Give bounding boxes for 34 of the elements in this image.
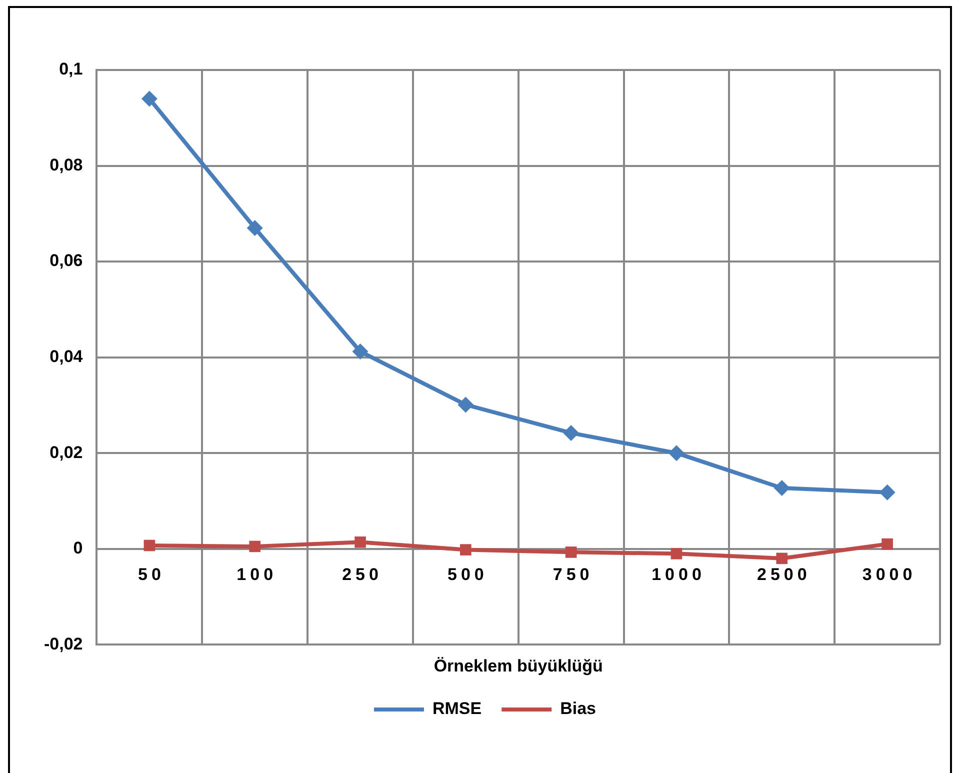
legend-label: RMSE — [432, 699, 482, 718]
point — [246, 220, 263, 236]
point — [882, 538, 893, 550]
point — [141, 90, 158, 107]
x-tick-label: 250 — [342, 565, 382, 584]
point — [670, 548, 682, 560]
y-tick-label: 0,1 — [59, 60, 83, 79]
y-tick-label: 0,04 — [50, 346, 84, 366]
x-tick-label: 3000 — [862, 565, 916, 584]
legend-label: Bias — [560, 699, 596, 718]
point — [774, 480, 790, 496]
x-tick-label: 1000 — [652, 565, 706, 584]
point — [460, 544, 472, 556]
point — [879, 484, 896, 500]
x-tick-label: 500 — [447, 565, 488, 584]
y-tick-label: 0,02 — [50, 442, 83, 462]
point — [668, 445, 684, 462]
point — [144, 540, 156, 552]
x-tick-label: 2500 — [756, 565, 811, 584]
y-tick-label: -0,02 — [44, 634, 83, 654]
y-tick-label: 0,06 — [50, 251, 83, 270]
point — [563, 424, 580, 441]
y-tick-label: 0 — [73, 538, 83, 558]
x-tick-label: 50 — [138, 565, 165, 584]
point — [249, 540, 261, 552]
point — [565, 546, 577, 558]
x-tick-label: 750 — [552, 565, 594, 584]
x-axis-title: Örneklem büyüklüğü — [434, 656, 603, 676]
point — [354, 536, 366, 548]
point — [458, 396, 474, 413]
x-tick-label: 100 — [236, 565, 278, 584]
point — [776, 552, 788, 564]
y-tick-label: 0,08 — [50, 155, 83, 174]
point — [352, 344, 368, 360]
